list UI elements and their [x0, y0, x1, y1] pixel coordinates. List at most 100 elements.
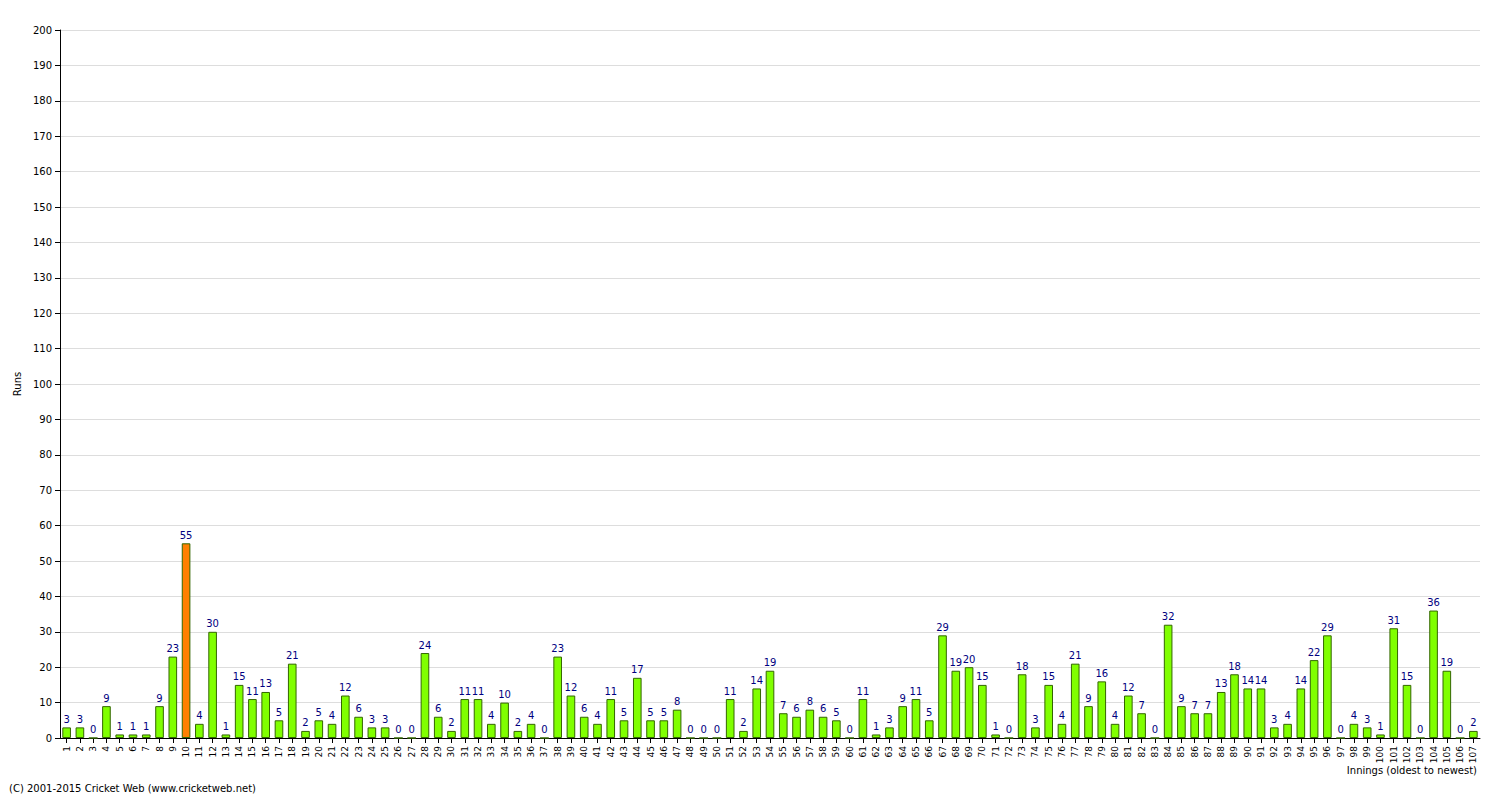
- svg-text:1: 1: [1377, 721, 1383, 732]
- svg-text:21: 21: [286, 650, 299, 661]
- svg-text:10: 10: [181, 746, 191, 758]
- svg-text:9: 9: [168, 746, 178, 752]
- svg-text:17: 17: [631, 664, 644, 675]
- svg-text:48: 48: [685, 746, 695, 758]
- svg-text:73: 73: [1017, 746, 1027, 757]
- svg-text:101: 101: [1389, 746, 1399, 763]
- svg-text:99: 99: [1362, 746, 1372, 758]
- svg-text:20: 20: [314, 746, 324, 758]
- svg-text:42: 42: [606, 746, 616, 757]
- svg-text:6: 6: [793, 703, 799, 714]
- svg-text:30: 30: [446, 746, 456, 758]
- svg-text:66: 66: [924, 746, 934, 758]
- svg-text:2: 2: [740, 717, 746, 728]
- svg-text:100: 100: [1375, 746, 1385, 763]
- svg-text:26: 26: [393, 746, 403, 758]
- svg-text:4: 4: [488, 710, 494, 721]
- svg-text:4: 4: [528, 710, 534, 721]
- svg-text:97: 97: [1336, 746, 1346, 757]
- svg-text:1: 1: [62, 746, 72, 752]
- svg-text:82: 82: [1137, 746, 1147, 757]
- svg-text:78: 78: [1084, 746, 1094, 758]
- svg-text:1: 1: [223, 721, 229, 732]
- svg-text:Runs: Runs: [12, 372, 23, 396]
- svg-text:32: 32: [1162, 611, 1175, 622]
- svg-text:33: 33: [486, 746, 496, 757]
- svg-text:27: 27: [407, 746, 417, 757]
- svg-text:0: 0: [1417, 724, 1423, 735]
- svg-text:19: 19: [764, 657, 777, 668]
- svg-text:110: 110: [33, 343, 52, 354]
- svg-text:8: 8: [807, 696, 813, 707]
- svg-text:24: 24: [367, 746, 377, 758]
- svg-text:55: 55: [778, 746, 788, 757]
- svg-text:60: 60: [39, 520, 52, 531]
- svg-text:3: 3: [88, 746, 98, 752]
- svg-text:54: 54: [765, 746, 775, 758]
- svg-text:170: 170: [33, 131, 52, 142]
- svg-text:21: 21: [1069, 650, 1082, 661]
- svg-text:9: 9: [1178, 693, 1184, 704]
- svg-text:22: 22: [340, 746, 350, 757]
- svg-text:11: 11: [194, 746, 204, 757]
- svg-text:31: 31: [1387, 615, 1400, 626]
- svg-text:(C) 2001-2015 Cricket Web (www: (C) 2001-2015 Cricket Web (www.cricketwe…: [9, 783, 256, 794]
- svg-text:11: 11: [724, 686, 737, 697]
- svg-text:100: 100: [33, 379, 52, 390]
- svg-text:69: 69: [964, 746, 974, 758]
- svg-text:12: 12: [208, 746, 218, 757]
- svg-text:11: 11: [458, 686, 471, 697]
- svg-text:9: 9: [900, 693, 906, 704]
- svg-text:11: 11: [604, 686, 617, 697]
- svg-text:74: 74: [1030, 746, 1040, 758]
- svg-text:0: 0: [714, 724, 720, 735]
- svg-text:89: 89: [1229, 746, 1239, 758]
- svg-text:3: 3: [1364, 714, 1370, 725]
- svg-text:23: 23: [354, 746, 364, 757]
- svg-text:22: 22: [1308, 647, 1321, 658]
- svg-text:64: 64: [898, 746, 908, 758]
- svg-text:0: 0: [1457, 724, 1463, 735]
- svg-text:0: 0: [700, 724, 706, 735]
- svg-text:50: 50: [712, 746, 722, 758]
- svg-text:106: 106: [1455, 746, 1465, 763]
- svg-text:14: 14: [1294, 675, 1307, 686]
- svg-text:25: 25: [380, 746, 390, 757]
- svg-text:70: 70: [977, 746, 987, 758]
- svg-text:95: 95: [1309, 746, 1319, 757]
- svg-text:5: 5: [276, 707, 282, 718]
- svg-text:10: 10: [498, 689, 511, 700]
- svg-text:43: 43: [619, 746, 629, 757]
- svg-text:44: 44: [632, 746, 642, 758]
- svg-text:41: 41: [592, 746, 602, 757]
- svg-text:11: 11: [472, 686, 485, 697]
- svg-text:18: 18: [1016, 661, 1029, 672]
- svg-text:0: 0: [1337, 724, 1343, 735]
- svg-text:0: 0: [687, 724, 693, 735]
- svg-text:105: 105: [1442, 746, 1452, 763]
- svg-text:0: 0: [1152, 724, 1158, 735]
- svg-text:63: 63: [884, 746, 894, 757]
- svg-text:4: 4: [196, 710, 202, 721]
- svg-text:5: 5: [833, 707, 839, 718]
- svg-text:120: 120: [33, 308, 52, 319]
- svg-text:9: 9: [103, 693, 109, 704]
- svg-text:1: 1: [117, 721, 123, 732]
- svg-text:52: 52: [738, 746, 748, 757]
- svg-text:15: 15: [1042, 671, 1055, 682]
- svg-text:39: 39: [566, 746, 576, 758]
- svg-text:9: 9: [1085, 693, 1091, 704]
- svg-text:98: 98: [1349, 746, 1359, 758]
- svg-text:46: 46: [659, 746, 669, 758]
- svg-text:49: 49: [699, 746, 709, 758]
- svg-text:102: 102: [1402, 746, 1412, 763]
- svg-text:83: 83: [1150, 746, 1160, 757]
- svg-text:40: 40: [39, 591, 52, 602]
- svg-text:0: 0: [46, 733, 52, 744]
- svg-text:15: 15: [976, 671, 989, 682]
- svg-text:16: 16: [1095, 668, 1108, 679]
- svg-text:93: 93: [1283, 746, 1293, 757]
- svg-text:23: 23: [551, 643, 564, 654]
- svg-text:3: 3: [382, 714, 388, 725]
- svg-text:140: 140: [33, 237, 52, 248]
